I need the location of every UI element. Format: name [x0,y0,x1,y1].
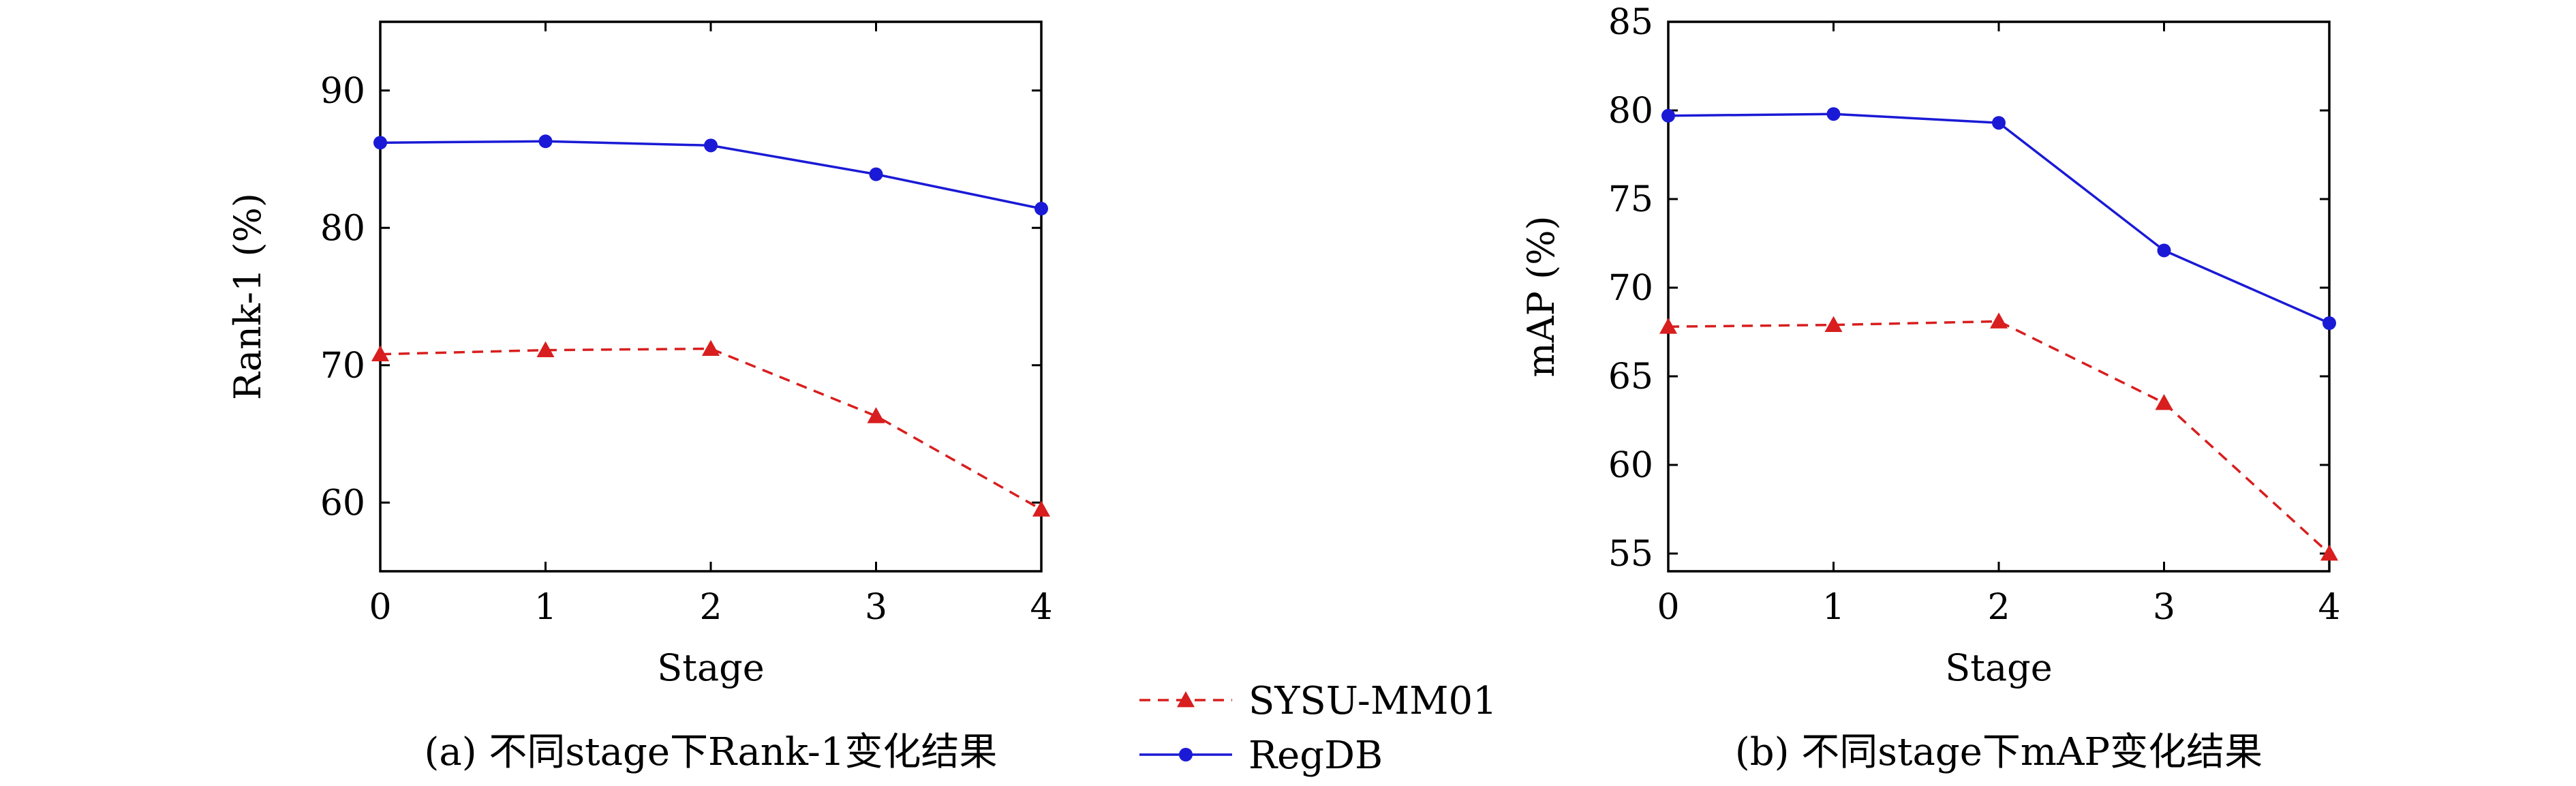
x-tick-label: 2 [1987,587,2010,628]
data-point [2157,243,2171,258]
data-point [702,339,720,356]
x-tick-label: 4 [2318,587,2340,628]
series-regdb [1661,107,2336,330]
series-regdb [373,134,1048,216]
series-line [1668,112,2330,324]
chart-caption: (a) 不同stage下Rank-1变化结果 [425,730,998,774]
plot-frame [379,20,1043,573]
data-point [1659,318,1677,334]
y-tick-label: 55 [1608,534,1653,575]
x-tick-label: 2 [699,587,722,628]
x-axis-title: Stage [1945,646,2052,689]
data-point [1990,312,2008,329]
y-tick-label: 80 [1608,91,1653,132]
data-point [704,138,718,153]
x-axis-title: Stage [657,646,764,689]
series-sysu-mm01 [371,339,1050,517]
x-tick-label: 0 [1657,587,1679,628]
y-tick-label: 90 [320,71,365,112]
y-axis-title: mAP (%) [1520,215,1563,377]
data-point [1661,108,1675,123]
series-sysu-mm01 [1659,312,2338,561]
y-tick-label: 80 [320,208,365,249]
legend: SYSU-MM01 RegDB [1139,679,1497,778]
x-tick-label: 4 [1030,587,1052,628]
data-point [373,136,387,150]
data-point [1826,107,1841,121]
y-tick-label: 65 [1608,357,1653,397]
x-tick-label: 1 [1822,587,1845,628]
data-point [869,167,883,181]
data-point [371,345,389,362]
y-axis-title: Rank-1 (%) [226,193,269,400]
legend-label: SYSU-MM01 [1248,679,1497,723]
data-point [1032,500,1050,517]
x-tick-label: 3 [865,587,887,628]
chart-rank1: 0 1 2 3 4 60 70 80 90 Stage Rank-1 (%) (a) 不同stage下… [226,20,1053,774]
y-tick-label: 85 [1608,2,1653,43]
chart-map: 0 1 2 3 4 55 60 65 70 75 80 85 Stage mAP (%) (b) 不同sta… [1520,2,2341,774]
legend-marker [1179,748,1193,761]
legend-marker [1177,691,1195,708]
series-line [380,347,1042,511]
data-point [2155,394,2173,410]
data-point [1992,116,2006,130]
y-tick-label: 70 [320,346,365,387]
x-tick-label: 0 [369,587,391,628]
data-point [2322,316,2336,330]
data-point [1034,202,1048,216]
data-point [1824,316,1843,332]
data-point [2320,545,2338,561]
data-point [867,407,885,423]
plot-frame [1667,20,2331,573]
data-point [538,134,553,149]
data-point [536,341,555,357]
y-tick-label: 75 [1608,179,1653,220]
chart-caption: (b) 不同stage下mAP变化结果 [1735,730,2263,774]
series-line [1668,320,2331,555]
y-tick-label: 60 [1608,445,1653,486]
y-tick-label: 70 [1608,268,1653,309]
legend-label: RegDB [1248,734,1383,778]
x-tick-label: 3 [2153,587,2175,628]
y-tick-label: 60 [320,483,365,524]
x-tick-label: 1 [534,587,557,628]
